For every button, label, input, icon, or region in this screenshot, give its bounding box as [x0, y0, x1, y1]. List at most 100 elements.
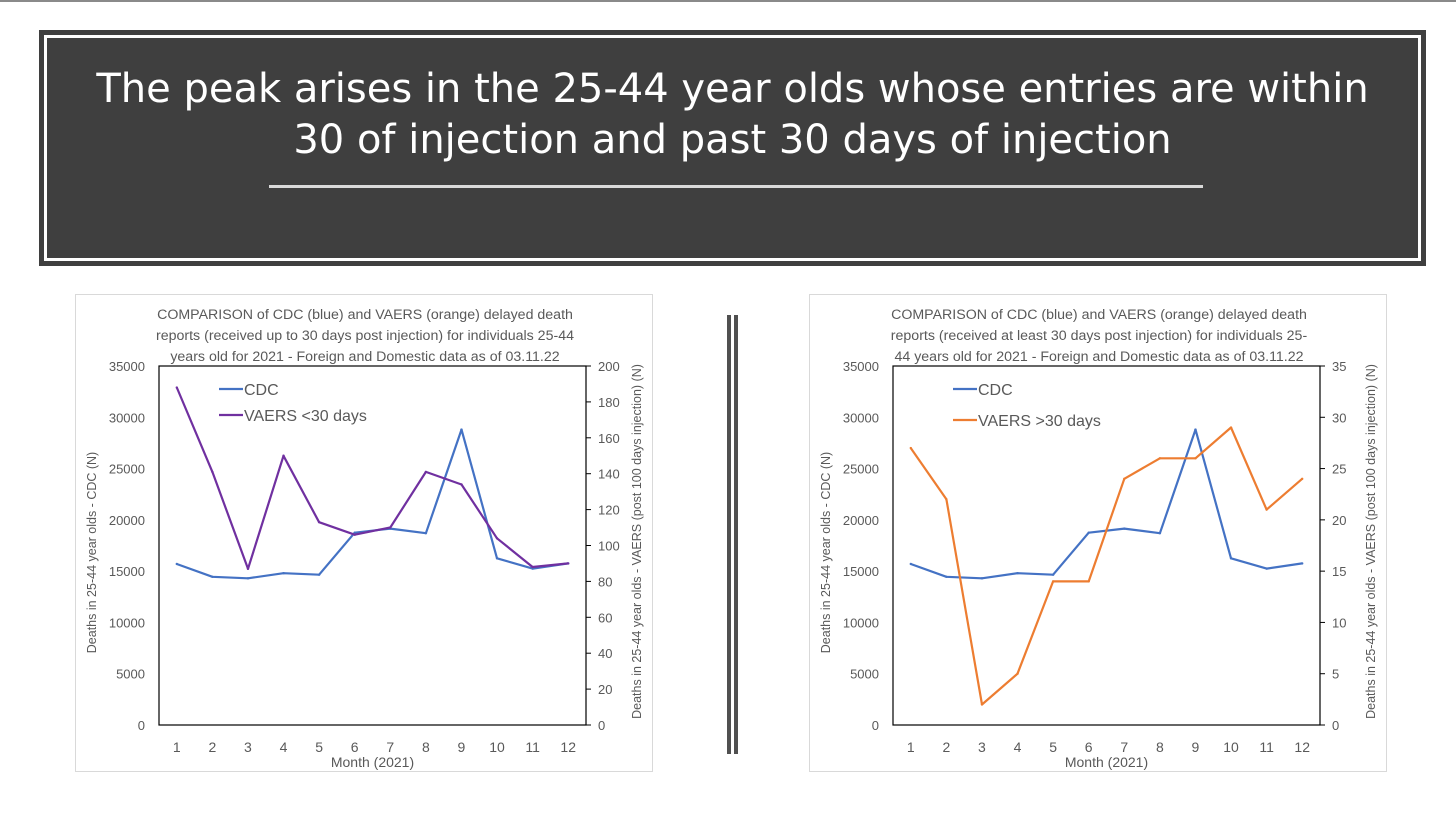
data-point	[1087, 531, 1090, 534]
data-point	[1194, 457, 1197, 460]
y-left-axis-title: Deaths in 25-44 year olds - CDC (N)	[85, 452, 99, 653]
x-tick-label: 12	[560, 739, 576, 755]
y-left-tick-label: 5000	[116, 667, 145, 682]
data-point	[460, 428, 463, 431]
y-right-tick-label: 100	[598, 539, 620, 554]
legend-label: CDC	[244, 382, 279, 399]
title-underline	[269, 185, 1203, 188]
data-point	[282, 571, 285, 575]
series-line-cdc	[176, 428, 569, 580]
data-point	[531, 565, 534, 569]
y-right-tick-label: 20	[1332, 513, 1346, 528]
y-left-tick-label: 0	[138, 718, 145, 733]
x-tick-label: 4	[1014, 739, 1022, 755]
x-tick-label: 11	[1259, 739, 1274, 755]
y-right-tick-label: 0	[1332, 718, 1339, 733]
y-left-tick-label: 30000	[843, 410, 879, 425]
data-point	[1051, 580, 1055, 583]
chart-title-line: COMPARISON of CDC (blue) and VAERS (oran…	[157, 307, 573, 323]
y-right-axis-title: Deaths in 25-44 year olds - VAERS (post …	[630, 364, 644, 719]
x-tick-label: 4	[280, 739, 288, 755]
data-point	[980, 577, 984, 580]
x-tick-label: 1	[907, 739, 915, 755]
data-point	[424, 470, 428, 474]
data-point	[175, 562, 178, 566]
data-point	[1301, 562, 1304, 565]
data-point	[1158, 531, 1162, 535]
y-right-tick-label: 20	[598, 682, 612, 697]
y-left-tick-label: 25000	[109, 462, 145, 477]
y-right-tick-label: 120	[598, 503, 620, 518]
x-tick-label: 2	[942, 739, 950, 755]
data-point	[945, 498, 948, 501]
y-right-tick-label: 0	[598, 718, 605, 733]
plot-area	[892, 365, 1321, 726]
x-tick-label: 5	[1049, 739, 1057, 755]
series-line-vaers-30-days	[175, 387, 569, 570]
data-point	[1301, 477, 1304, 481]
x-tick-label: 9	[458, 739, 466, 755]
x-tick-label: 10	[489, 739, 505, 755]
data-point	[1016, 672, 1019, 675]
x-tick-label: 1	[173, 739, 181, 755]
chart-right-svg: COMPARISON of CDC (blue) and VAERS (oran…	[819, 307, 1378, 770]
chart-right: COMPARISON of CDC (blue) and VAERS (oran…	[809, 294, 1387, 772]
y-left-tick-label: 10000	[843, 615, 879, 630]
data-point	[460, 483, 463, 486]
data-point	[909, 562, 912, 566]
data-point	[495, 537, 499, 540]
x-tick-label: 7	[1120, 739, 1128, 755]
x-tick-label: 12	[1294, 739, 1310, 755]
y-left-tick-label: 15000	[109, 564, 145, 579]
data-point	[980, 703, 984, 706]
y-right-tick-label: 140	[598, 467, 620, 482]
legend-label: VAERS <30 days	[244, 408, 367, 425]
x-tick-label: 7	[386, 739, 394, 755]
y-right-tick-label: 200	[598, 359, 620, 374]
legend-label: VAERS >30 days	[978, 413, 1101, 430]
x-tick-label: 6	[351, 739, 359, 755]
data-point	[1194, 428, 1197, 431]
y-right-tick-label: 30	[1332, 410, 1346, 425]
y-left-tick-label: 0	[872, 718, 879, 733]
x-tick-label: 5	[315, 739, 323, 755]
y-right-axis-title: Deaths in 25-44 year olds - VAERS (post …	[1364, 364, 1378, 719]
data-point	[317, 520, 321, 524]
data-point	[1087, 580, 1090, 583]
chart-title-line: reports (received up to 30 days post inj…	[156, 328, 574, 344]
x-tick-label: 8	[422, 739, 430, 755]
slide-title: The peak arises in the 25-44 year olds w…	[96, 66, 1369, 163]
data-point	[1265, 508, 1268, 511]
x-tick-label: 3	[978, 739, 986, 755]
data-point	[246, 567, 250, 571]
chart-title-line: reports (received at least 30 days post …	[891, 328, 1308, 344]
y-right-tick-label: 180	[598, 395, 620, 410]
x-tick-label: 6	[1085, 739, 1093, 755]
x-tick-label: 10	[1223, 739, 1239, 755]
y-left-tick-label: 25000	[843, 462, 879, 477]
chart-left-svg: COMPARISON of CDC (blue) and VAERS (oran…	[85, 307, 644, 770]
data-point	[495, 557, 499, 560]
data-point	[211, 575, 214, 578]
data-point	[1051, 573, 1055, 576]
series-line-vaers-30-days	[909, 426, 1303, 706]
divider-bar-left	[727, 315, 731, 754]
x-tick-label: 3	[244, 739, 252, 755]
data-point	[282, 454, 285, 457]
data-point	[424, 531, 428, 535]
data-point	[1123, 527, 1126, 530]
y-left-tick-label: 10000	[109, 615, 145, 630]
y-right-tick-label: 160	[598, 431, 620, 446]
data-point	[389, 526, 392, 529]
y-right-tick-label: 25	[1332, 462, 1346, 477]
series-line-cdc	[910, 428, 1303, 580]
y-left-tick-label: 35000	[843, 359, 879, 374]
x-tick-label: 11	[525, 739, 540, 755]
y-right-tick-label: 40	[598, 646, 612, 661]
chart-left: COMPARISON of CDC (blue) and VAERS (oran…	[75, 294, 653, 772]
data-point	[1229, 557, 1233, 560]
chart-title-line: 44 years old for 2021 - Foreign and Dome…	[894, 349, 1303, 365]
data-point	[353, 531, 356, 534]
title-banner-frame: The peak arises in the 25-44 year olds w…	[44, 35, 1421, 261]
data-point	[211, 470, 214, 474]
